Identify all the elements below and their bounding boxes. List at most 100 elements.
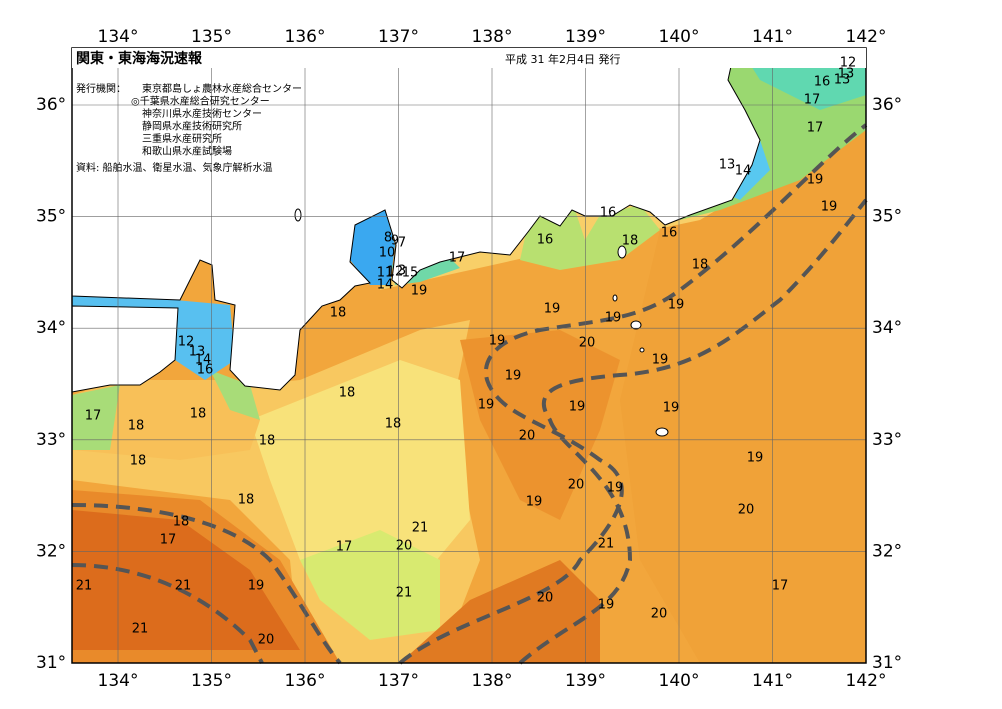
contour-label: 16 <box>197 363 214 378</box>
lat-label-left: 34° <box>36 318 66 338</box>
contour-label: 7 <box>398 236 406 251</box>
contour-label: 13 <box>189 345 206 360</box>
contour-label: 17 <box>772 579 789 594</box>
contour-label: 21 <box>175 579 192 594</box>
contour-label: 18 <box>190 407 207 422</box>
contour-label: 18 <box>238 493 255 508</box>
lon-label-top: 139° <box>565 27 606 47</box>
contour-label: 12 <box>387 265 404 280</box>
contour-label: 21 <box>412 521 429 536</box>
contour-label: 18 <box>173 515 190 530</box>
contour-label: 13 <box>838 67 855 82</box>
contour-label: 14 <box>377 278 394 293</box>
lon-label-top: 134° <box>98 27 139 47</box>
issuer: 神奈川県水産技術センター <box>142 107 262 120</box>
contour-label: 18 <box>622 234 639 249</box>
contour-label: 16 <box>661 226 678 241</box>
contour-label: 19 <box>248 579 265 594</box>
contour-label: 19 <box>489 334 506 349</box>
contour-label: 20 <box>738 503 755 518</box>
contour-label: 20 <box>651 607 668 622</box>
contour-label: 19 <box>821 200 838 215</box>
contour-label: 19 <box>411 284 428 299</box>
lon-label-top: 136° <box>285 27 326 47</box>
lat-label-right: 32° <box>872 541 902 561</box>
contour-label: 21 <box>598 537 615 552</box>
lon-label-bottom: 140° <box>659 671 700 691</box>
issuer: ◎千葉県水産総合研究センター <box>131 95 270 108</box>
graticule <box>72 48 867 664</box>
contour-label: 15 <box>402 266 419 281</box>
contour-label: 19 <box>807 173 824 188</box>
contour-label: 20 <box>396 539 413 554</box>
contour-label: 8 <box>384 231 392 246</box>
lat-label-right: 34° <box>872 318 902 338</box>
lon-label-top: 141° <box>752 27 793 47</box>
contour-label: 18 <box>339 386 356 401</box>
lon-label-top: 138° <box>472 27 513 47</box>
contour-label: 20 <box>537 591 554 606</box>
contour-label: 13 <box>834 73 851 88</box>
contour-label: 19 <box>747 451 764 466</box>
lon-label-bottom: 138° <box>472 671 513 691</box>
lon-label-top: 137° <box>378 27 419 47</box>
kuroshio-axis <box>71 123 868 665</box>
contour-label: 19 <box>544 302 561 317</box>
lat-label-right: 36° <box>872 95 902 115</box>
issuer: 和歌山県水産試験場 <box>142 145 232 158</box>
contour-label: 17 <box>807 121 824 136</box>
contour-label: 21 <box>76 579 93 594</box>
issue-date: 平成 31 年2月4日 発行 <box>505 52 620 66</box>
lon-label-top: 142° <box>846 27 887 47</box>
lon-label-top: 135° <box>191 27 232 47</box>
title: 関東・東海海況速報 <box>76 50 203 67</box>
issuers: 東京都島しょ農林水産総合センター◎千葉県水産総合研究センター神奈川県水産技術セン… <box>131 82 302 158</box>
issuer: 静岡県水産技術研究所 <box>142 120 242 133</box>
lat-label-left: 32° <box>36 541 66 561</box>
contour-label: 19 <box>668 298 685 313</box>
contour-label: 14 <box>735 164 752 179</box>
contour-label: 19 <box>598 598 615 613</box>
islands <box>294 208 669 437</box>
issuer-label: 発行機関： <box>76 82 126 95</box>
contour-label: 16 <box>814 75 831 90</box>
lat-label-right: 33° <box>872 430 902 450</box>
header-band <box>72 48 866 68</box>
contour-label: 20 <box>519 429 536 444</box>
contour-label: 18 <box>259 434 276 449</box>
lat-label-left: 33° <box>36 430 66 450</box>
contour-label: 21 <box>396 586 413 601</box>
contour-label: 9 <box>391 234 399 249</box>
contour-label: 12 <box>840 56 857 71</box>
contour-label: 17 <box>85 409 102 424</box>
contour-label: 19 <box>505 369 522 384</box>
contour-label: 19 <box>652 353 669 368</box>
lon-label-bottom: 134° <box>98 671 139 691</box>
contour-label: 19 <box>605 311 622 326</box>
land <box>72 48 761 393</box>
contour-label: 17 <box>449 251 466 266</box>
lon-label-bottom: 139° <box>565 671 606 691</box>
contour-label: 10 <box>379 246 396 261</box>
contour-label: 14 <box>195 353 212 368</box>
lat-label-left: 31° <box>36 653 66 673</box>
contour-label: 19 <box>663 401 680 416</box>
contour-label: 13 <box>719 158 736 173</box>
contour-label: 18 <box>128 419 145 434</box>
contour-label: 16 <box>537 233 554 248</box>
contour-label: 17 <box>336 540 353 555</box>
contour-label: 18 <box>330 306 347 321</box>
contour-label: 19 <box>607 481 624 496</box>
contour-label: 11 <box>377 266 394 281</box>
contour-label: 17 <box>804 93 821 108</box>
contour-label: 12 <box>178 335 195 350</box>
contour-label: 18 <box>385 417 402 432</box>
lon-label-bottom: 137° <box>378 671 419 691</box>
contour-label: 16 <box>600 206 617 221</box>
lat-label-left: 36° <box>36 95 66 115</box>
contour-label: 18 <box>130 454 147 469</box>
contour-label: 21 <box>132 622 149 637</box>
source: 資料: 船舶水温、衛星水温、気象庁解析水温 <box>76 161 273 174</box>
issuer: 三重県水産研究所 <box>142 132 222 145</box>
